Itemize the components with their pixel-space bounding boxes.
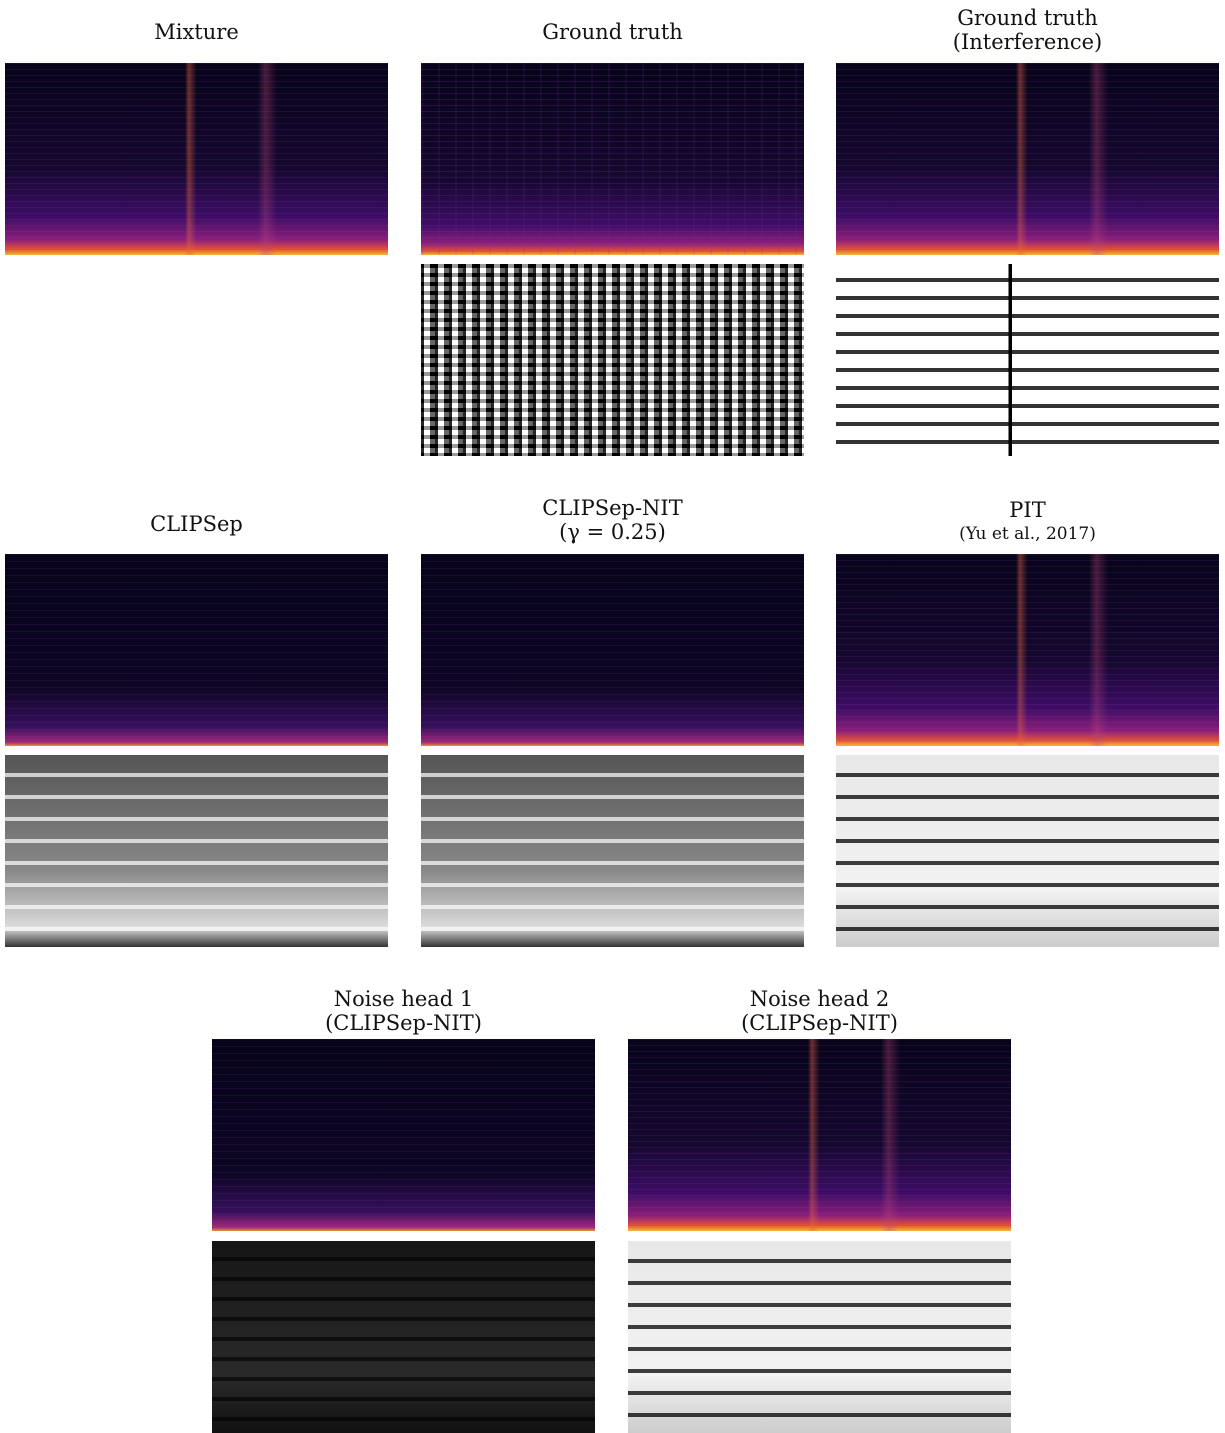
mask <box>836 755 1219 947</box>
title: Noise head 1 <box>333 987 474 1011</box>
subtitle: (CLIPSep-NIT) <box>741 1011 898 1035</box>
subtitle: (Yu et al., 2017) <box>959 524 1096 544</box>
spectrogram <box>212 1039 595 1231</box>
panel-title: Ground truth <box>421 20 804 44</box>
mask <box>628 1241 1011 1433</box>
title: Ground truth <box>957 6 1098 30</box>
subtitle: (γ = 0.25) <box>559 520 666 544</box>
panel-title: CLIPSep-NIT (γ = 0.25) <box>421 496 804 544</box>
panel-title: CLIPSep <box>5 512 388 536</box>
spectrogram <box>836 554 1219 746</box>
mask <box>421 264 804 456</box>
mask <box>421 755 804 947</box>
panel-title: Mixture <box>5 20 388 44</box>
spectrogram <box>421 554 804 746</box>
panel-title: Ground truth (Interference) <box>836 6 1219 54</box>
spectrogram <box>628 1039 1011 1231</box>
title: Mixture <box>154 20 239 44</box>
subtitle: (Interference) <box>952 30 1103 54</box>
spectrogram <box>5 63 388 255</box>
mask <box>836 264 1219 456</box>
title: Noise head 2 <box>749 987 890 1011</box>
subtitle: (CLIPSep-NIT) <box>325 1011 482 1035</box>
spectrogram <box>836 63 1219 255</box>
spectrogram <box>5 554 388 746</box>
mask <box>212 1241 595 1433</box>
panel-title: Noise head 2 (CLIPSep-NIT) <box>628 987 1011 1035</box>
title: CLIPSep <box>150 512 243 536</box>
panel-title: PIT (Yu et al., 2017) <box>836 498 1219 546</box>
title: PIT <box>1009 498 1046 522</box>
spectrogram <box>421 63 804 255</box>
title: CLIPSep-NIT <box>542 496 683 520</box>
panel-title: Noise head 1 (CLIPSep-NIT) <box>212 987 595 1035</box>
title: Ground truth <box>542 20 683 44</box>
mask <box>5 755 388 947</box>
